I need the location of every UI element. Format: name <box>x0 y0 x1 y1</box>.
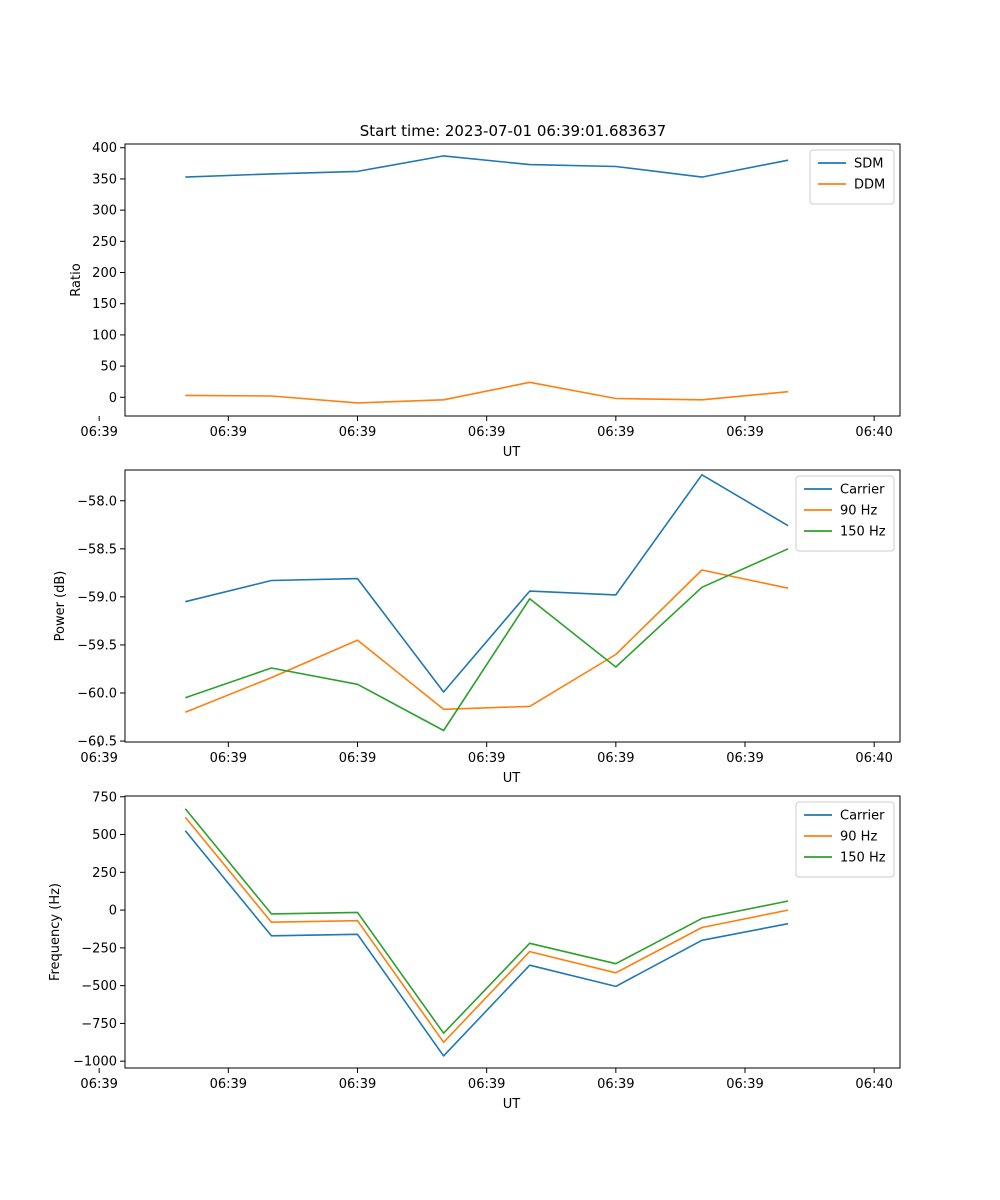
ratio-y-tick-label: 350 <box>92 172 117 187</box>
power-y-axis-label: Power (dB) <box>53 571 68 642</box>
ratio-y-tick-label: 300 <box>92 204 117 219</box>
ratio-y-tick-label: 50 <box>100 360 117 375</box>
frequency-y-tick-label: −250 <box>81 941 117 956</box>
power-x-tick-label: 06:39 <box>210 751 247 766</box>
ratio-y-tick-label: 0 <box>109 391 117 406</box>
frequency-y-tick-label: 750 <box>92 790 117 805</box>
ratio-x-tick-label: 06:39 <box>468 425 505 440</box>
power-legend: Carrier 90 Hz 150 Hz <box>795 475 895 552</box>
frequency-axes-frame <box>124 795 901 1069</box>
ratio-y-tick-label: 200 <box>92 266 117 281</box>
frequency-y-tick-label: 500 <box>92 828 117 843</box>
power-y-tick-label: −58.0 <box>77 494 117 509</box>
ratio-y-tick-label: 250 <box>92 235 117 250</box>
ratio-y-tick-label: 150 <box>92 297 117 312</box>
frequency-legend-label: 150 Hz <box>840 851 886 866</box>
frequency-x-axis-label: UT <box>503 1097 521 1112</box>
frequency-y-tick-label: −1000 <box>73 1055 117 1070</box>
frequency-panel: 06:39 06:39 06:39 06:39 06:39 06:39 06:40 750 50… <box>48 790 901 1112</box>
frequency-y-tick-label: −750 <box>81 1017 117 1032</box>
ratio-x-tick-label: 06:39 <box>80 425 117 440</box>
ratio-legend: SDM DDM <box>809 149 895 205</box>
frequency-series-150-hz <box>184 808 789 1034</box>
power-x-axis-label: UT <box>503 771 521 786</box>
ratio-y-tick-label: 400 <box>92 141 117 156</box>
frequency-legend: Carrier 90 Hz 150 Hz <box>795 801 895 878</box>
ratio-x-tick-label: 06:40 <box>855 425 892 440</box>
frequency-x-tick-label: 06:39 <box>339 1077 376 1092</box>
frequency-x-tick-label: 06:39 <box>597 1077 634 1092</box>
power-y-tick-label: −59.0 <box>77 590 117 605</box>
power-legend-label: 150 Hz <box>840 525 886 540</box>
ratio-x-tick-label: 06:39 <box>597 425 634 440</box>
ratio-x-axis-label: UT <box>503 445 521 460</box>
power-legend-box <box>795 475 895 552</box>
frequency-x-tick-label: 06:39 <box>468 1077 505 1092</box>
ratio-legend-label: DDM <box>854 178 885 193</box>
frequency-x-tick-label: 06:40 <box>855 1077 892 1092</box>
power-y-tick-label: −60.0 <box>77 686 117 701</box>
power-panel: 06:39 06:39 06:39 06:39 06:39 06:39 06:40 −58.0… <box>53 469 901 786</box>
figure-title: Start time: 2023-07-01 06:39:01.683637 <box>360 122 666 140</box>
ratio-panel: 06:39 06:39 06:39 06:39 06:39 06:39 06:40 0 50 10… <box>69 141 901 460</box>
power-x-tick-label: 06:39 <box>80 751 117 766</box>
power-x-tick-label: 06:39 <box>597 751 634 766</box>
frequency-series-90-hz <box>184 816 789 1044</box>
frequency-legend-label: Carrier <box>840 809 885 824</box>
ratio-axes-frame <box>124 143 901 417</box>
frequency-y-axis-label: Frequency (Hz) <box>48 883 63 981</box>
power-legend-label: Carrier <box>840 483 885 498</box>
ratio-series-sdm <box>185 155 789 178</box>
power-y-tick-label: −60.5 <box>77 735 117 750</box>
ratio-x-tick-label: 06:39 <box>210 425 247 440</box>
frequency-y-tick-label: 0 <box>109 904 117 919</box>
frequency-x-tick-label: 06:39 <box>210 1077 247 1092</box>
ratio-series-ddm <box>185 381 789 404</box>
ratio-x-tick-label: 06:39 <box>726 425 763 440</box>
power-series-150-hz <box>185 548 789 732</box>
power-x-tick-label: 06:39 <box>468 751 505 766</box>
frequency-legend-label: 90 Hz <box>840 830 877 845</box>
frequency-y-tick-label: −500 <box>81 979 117 994</box>
power-axes-frame <box>124 469 901 743</box>
power-x-tick-label: 06:39 <box>339 751 376 766</box>
frequency-legend-box <box>795 801 895 878</box>
ratio-y-tick-label: 100 <box>92 328 117 343</box>
power-legend-label: 90 Hz <box>840 504 877 519</box>
power-x-tick-label: 06:40 <box>855 751 892 766</box>
ratio-legend-label: SDM <box>854 157 883 172</box>
frequency-y-tick-label: 250 <box>92 866 117 881</box>
power-y-tick-label: −58.5 <box>77 542 117 557</box>
power-series-carrier <box>185 473 789 693</box>
ratio-x-tick-label: 06:39 <box>339 425 376 440</box>
frequency-x-tick-label: 06:39 <box>726 1077 763 1092</box>
ratio-y-axis-label: Ratio <box>69 263 84 296</box>
frequency-series-carrier <box>184 830 789 1057</box>
power-x-tick-label: 06:39 <box>726 751 763 766</box>
power-y-tick-label: −59.5 <box>77 638 117 653</box>
frequency-x-tick-label: 06:39 <box>80 1077 117 1092</box>
